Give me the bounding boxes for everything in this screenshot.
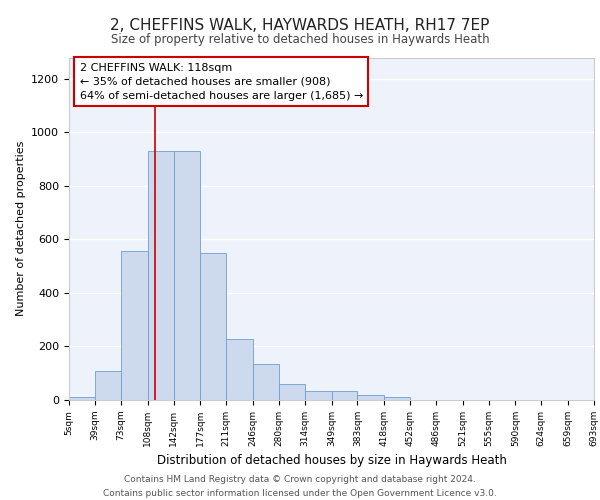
Bar — [253, 364, 279, 400]
Bar — [121, 252, 148, 400]
Bar — [200, 253, 226, 400]
Bar — [331, 390, 358, 400]
X-axis label: Distribution of detached houses by size in Haywards Heath: Distribution of detached houses by size … — [157, 454, 506, 468]
Text: 2, CHEFFINS WALK, HAYWARDS HEATH, RH17 7EP: 2, CHEFFINS WALK, HAYWARDS HEATH, RH17 7… — [110, 18, 490, 32]
Bar — [279, 384, 305, 400]
Bar — [69, 397, 95, 400]
Bar — [305, 390, 331, 400]
Bar — [148, 151, 173, 400]
Bar — [358, 394, 384, 400]
Bar — [95, 370, 121, 400]
Y-axis label: Number of detached properties: Number of detached properties — [16, 141, 26, 316]
Text: Contains HM Land Registry data © Crown copyright and database right 2024.
Contai: Contains HM Land Registry data © Crown c… — [103, 476, 497, 498]
Text: Size of property relative to detached houses in Haywards Heath: Size of property relative to detached ho… — [110, 32, 490, 46]
Bar — [384, 398, 410, 400]
Text: 2 CHEFFINS WALK: 118sqm
← 35% of detached houses are smaller (908)
64% of semi-d: 2 CHEFFINS WALK: 118sqm ← 35% of detache… — [79, 62, 363, 100]
Bar — [226, 339, 253, 400]
Bar — [173, 151, 200, 400]
